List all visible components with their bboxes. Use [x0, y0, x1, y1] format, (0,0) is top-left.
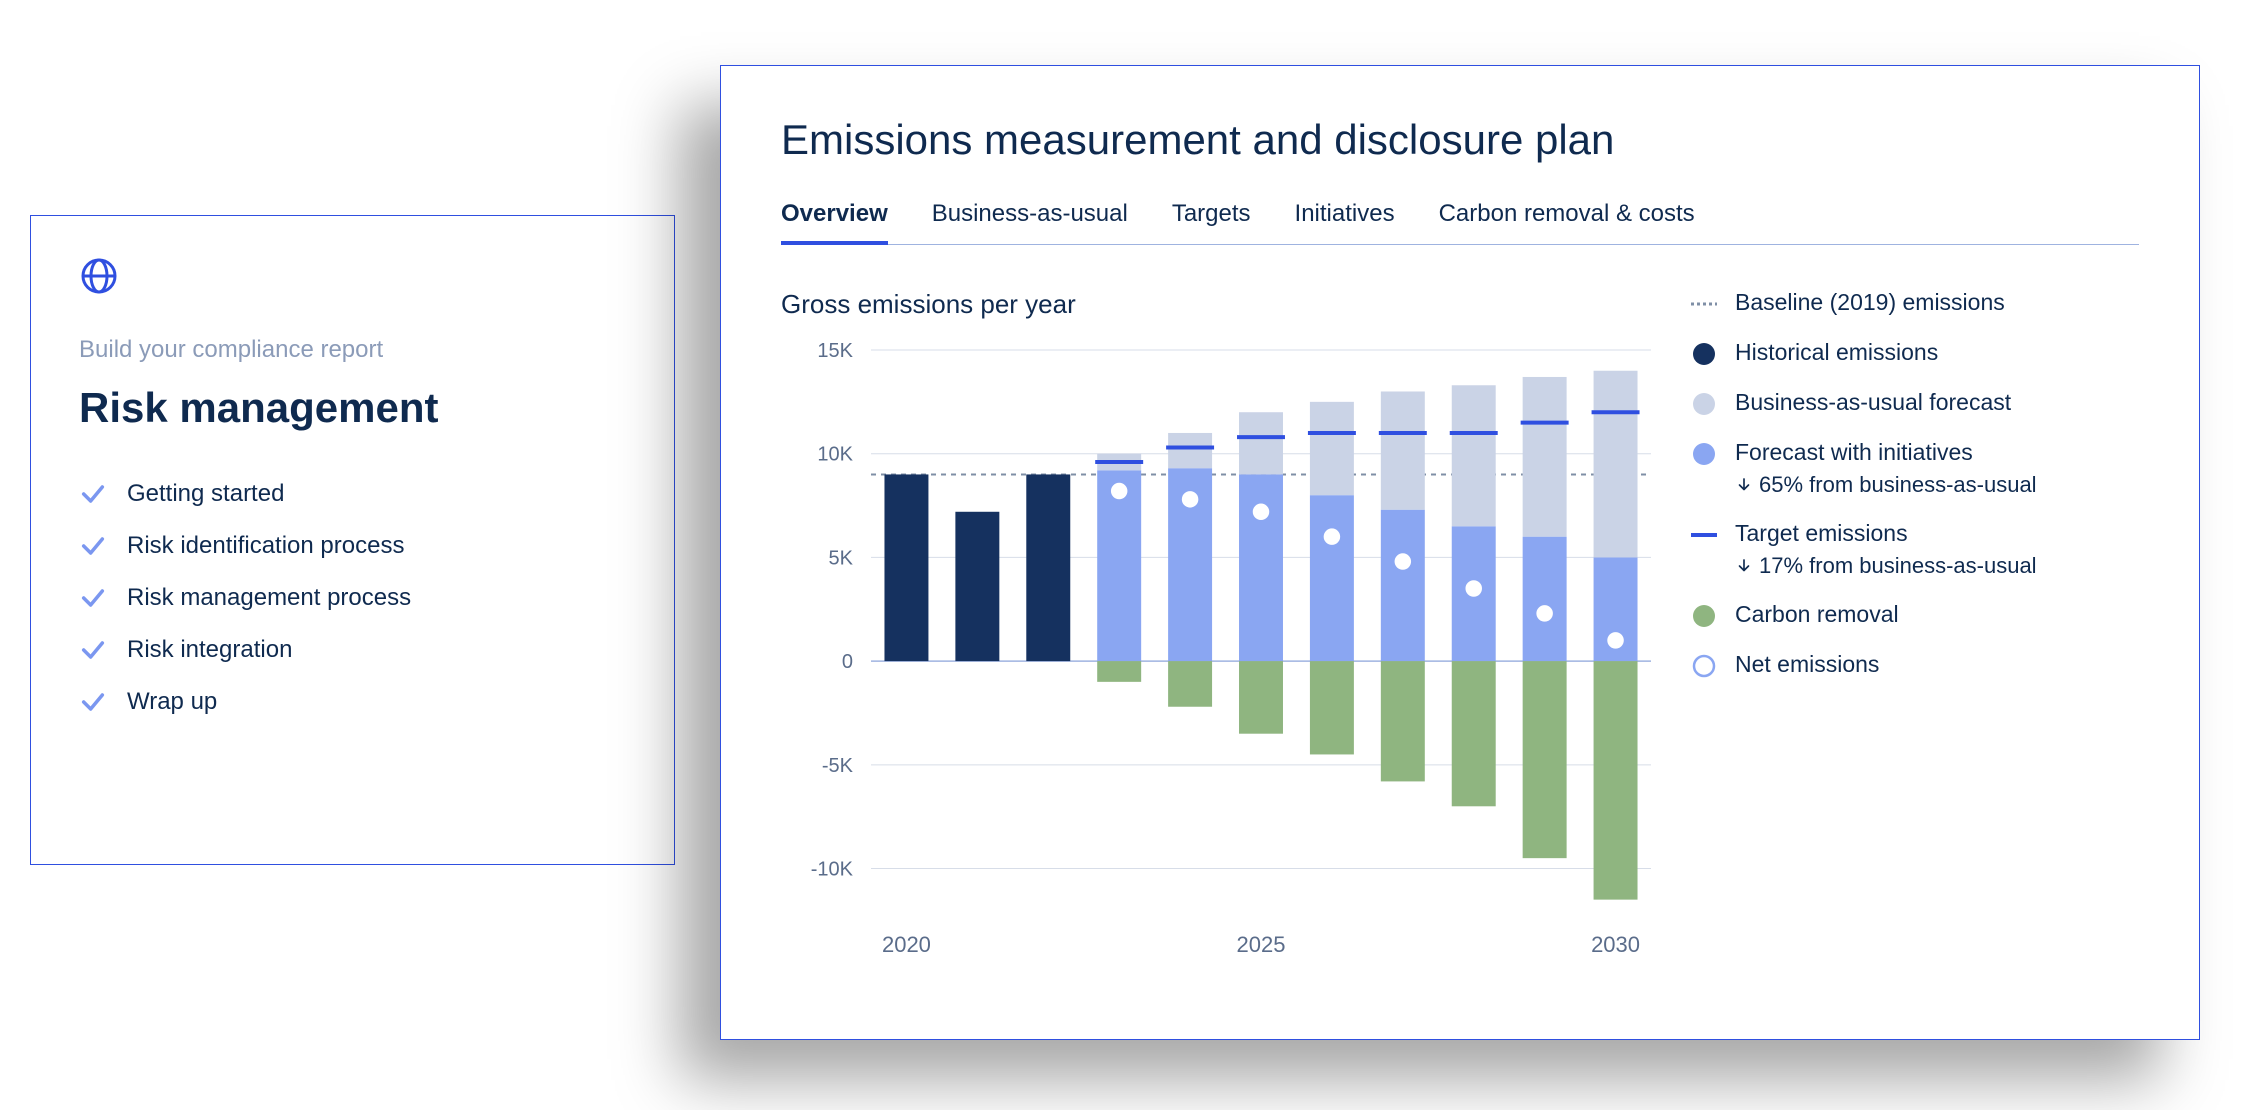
eyebrow-text: Build your compliance report — [79, 336, 626, 364]
legend-item: Historical emissions — [1691, 339, 2139, 367]
checklist: Getting started Risk identification proce… — [79, 468, 626, 728]
emissions-chart: -10K -5K 0 5K 10K 15K 2020 2025 2030 — [781, 340, 1661, 970]
legend-swatch — [1691, 391, 1717, 417]
legend-label: Business-as-usual forecast — [1735, 389, 2011, 416]
legend-label: Forecast with initiatives — [1735, 439, 2037, 466]
svg-text:5K: 5K — [829, 547, 854, 569]
legend-swatch — [1691, 653, 1717, 679]
check-icon — [79, 584, 107, 612]
svg-text:2025: 2025 — [1237, 932, 1286, 957]
checklist-item: Risk management process — [79, 572, 626, 624]
check-icon — [79, 480, 107, 508]
tabs: Overview Business-as-usual Targets Initiati… — [781, 200, 2139, 245]
checklist-label: Risk management process — [127, 584, 411, 612]
check-icon — [79, 636, 107, 664]
check-icon — [79, 532, 107, 560]
legend-item: Business-as-usual forecast — [1691, 389, 2139, 417]
globe-logo-icon — [79, 256, 119, 296]
compliance-card: Build your compliance report Risk manage… — [30, 215, 675, 865]
legend-item: Carbon removal — [1691, 601, 2139, 629]
svg-text:-10K: -10K — [811, 859, 854, 881]
chart-legend: Baseline (2019) emissions Historical emis… — [1691, 289, 2139, 970]
tab-business-as-usual[interactable]: Business-as-usual — [932, 200, 1128, 244]
svg-text:15K: 15K — [817, 340, 853, 362]
legend-label: Carbon removal — [1735, 601, 1899, 628]
legend-swatch — [1691, 341, 1717, 367]
legend-label: Baseline (2019) emissions — [1735, 289, 2005, 316]
legend-label: Net emissions — [1735, 651, 1879, 678]
checklist-item: Wrap up — [79, 676, 626, 728]
legend-item: Forecast with initiatives65% from busine… — [1691, 439, 2139, 498]
tab-overview[interactable]: Overview — [781, 200, 888, 244]
chart-title: Gross emissions per year — [781, 289, 1661, 320]
legend-swatch — [1691, 291, 1717, 317]
checklist-label: Risk identification process — [127, 532, 404, 560]
legend-item: Baseline (2019) emissions — [1691, 289, 2139, 317]
card-title: Risk management — [79, 384, 626, 432]
svg-text:-5K: -5K — [822, 755, 854, 777]
svg-text:2020: 2020 — [882, 932, 931, 957]
checklist-item: Getting started — [79, 468, 626, 520]
legend-label: Historical emissions — [1735, 339, 1938, 366]
legend-swatch — [1691, 522, 1717, 548]
legend-swatch — [1691, 441, 1717, 467]
emissions-card: Emissions measurement and disclosure pla… — [720, 65, 2200, 1040]
page-title: Emissions measurement and disclosure pla… — [781, 116, 2139, 164]
check-icon — [79, 688, 107, 716]
checklist-item: Risk integration — [79, 624, 626, 676]
legend-label: Target emissions — [1735, 520, 2037, 547]
tab-targets[interactable]: Targets — [1172, 200, 1251, 244]
legend-item: Target emissions17% from business-as-usu… — [1691, 520, 2139, 579]
checklist-label: Risk integration — [127, 636, 292, 664]
checklist-label: Getting started — [127, 480, 284, 508]
legend-swatch — [1691, 603, 1717, 629]
checklist-label: Wrap up — [127, 688, 217, 716]
svg-text:10K: 10K — [817, 444, 853, 466]
checklist-item: Risk identification process — [79, 520, 626, 572]
svg-text:2030: 2030 — [1591, 932, 1640, 957]
tab-initiatives[interactable]: Initiatives — [1295, 200, 1395, 244]
svg-text:0: 0 — [842, 651, 853, 673]
tab-carbon-removal-costs[interactable]: Carbon removal & costs — [1439, 200, 1695, 244]
legend-item: Net emissions — [1691, 651, 2139, 679]
